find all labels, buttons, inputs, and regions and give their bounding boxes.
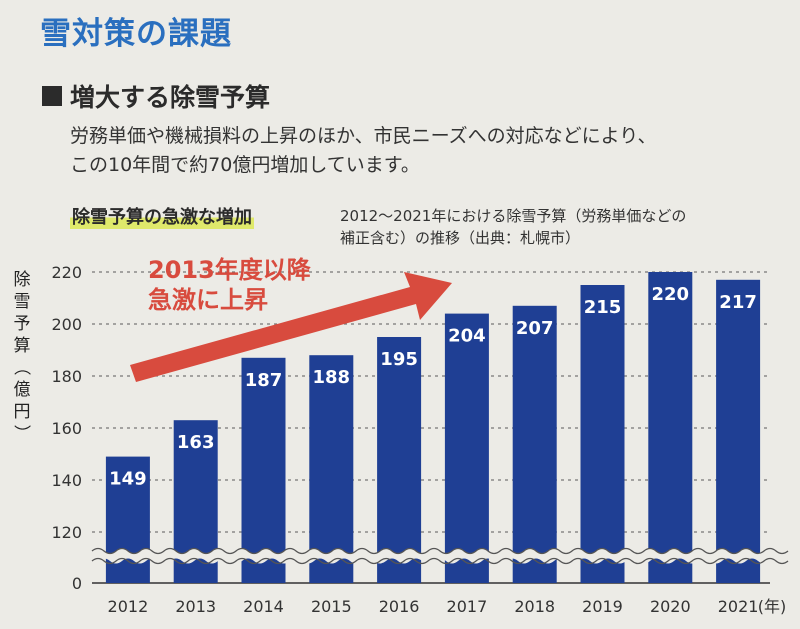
svg-text:除: 除: [14, 270, 31, 290]
x-unit-label: (年): [758, 597, 787, 616]
bar: [580, 285, 625, 583]
x-tick-label: 2017: [447, 597, 488, 616]
y-axis-label: 除雪予算 （ 億円 ）: [11, 270, 31, 442]
svg-text:算: 算: [14, 336, 31, 356]
bar: [377, 337, 422, 583]
svg-text:予: 予: [14, 314, 31, 334]
data-label: 149: [109, 469, 147, 490]
data-label: 215: [584, 297, 622, 318]
x-tick-label: 2012: [108, 597, 149, 616]
y-tick-label: 180: [51, 367, 82, 386]
trend-arrow-shape: [130, 272, 452, 382]
section-heading-text: 増大する除雪予算: [70, 83, 271, 112]
body-line-2: この10年間で約70億円増加しています。: [70, 154, 420, 176]
svg-text:）: ）: [11, 425, 31, 442]
chart-highlight-label: 除雪予算の急激な増加: [70, 203, 254, 229]
data-label: 187: [245, 370, 283, 391]
data-label: 220: [652, 284, 690, 305]
x-tick-label: 2020: [650, 597, 691, 616]
data-label: 207: [516, 318, 554, 339]
data-label: 163: [177, 432, 215, 453]
square-bullet-icon: [42, 86, 62, 106]
bar: [512, 305, 557, 583]
svg-text:雪: 雪: [14, 292, 31, 312]
bar: [241, 357, 286, 583]
chart-caption-line-2: 補正含む）の推移（出典：札幌市）: [340, 229, 581, 247]
y-tick-label: 140: [51, 471, 82, 490]
chart-caption-line-1: 2012〜2021年における除雪予算（労務単価などの: [340, 207, 687, 225]
svg-text:（: （: [11, 359, 31, 376]
y-tick-label: 200: [51, 315, 82, 334]
body-text: 労務単価や機械損料の上昇のほか、市民ニーズへの対応などにより、 この10年間で約…: [70, 122, 790, 180]
data-label: 195: [380, 349, 418, 370]
data-label: 217: [719, 292, 757, 313]
y-tick-label: 120: [51, 523, 82, 542]
page-title: 雪対策の課題: [40, 16, 232, 52]
x-tick-label: 2019: [582, 597, 623, 616]
bar: [309, 355, 354, 583]
annotation-text: 急激に上昇: [148, 286, 268, 314]
x-tick-label: 2014: [243, 597, 284, 616]
chart-caption: 2012〜2021年における除雪予算（労務単価などの 補正含む）の推移（出典：札…: [340, 205, 780, 249]
svg-text:億: 億: [14, 380, 31, 400]
bar: [444, 313, 489, 583]
x-tick-label: 2015: [311, 597, 352, 616]
axis-break-line: [91, 547, 789, 555]
svg-text:円: 円: [14, 402, 31, 422]
axis-break-line: [91, 557, 789, 565]
y-tick-label: 220: [51, 263, 82, 282]
annotation-text: 2013年度以降: [148, 256, 312, 284]
x-tick-label: 2013: [175, 597, 216, 616]
bar: [648, 272, 693, 583]
data-label: 188: [313, 367, 351, 388]
section-heading: 増大する除雪予算: [42, 78, 270, 114]
x-tick-label: 2021: [718, 597, 759, 616]
trend-arrow: [130, 272, 452, 382]
body-line-1: 労務単価や機械損料の上昇のほか、市民ニーズへの対応などにより、: [70, 125, 657, 147]
data-label: 204: [448, 326, 486, 347]
bar: [716, 279, 761, 583]
x-tick-label: 2018: [514, 597, 555, 616]
y-tick-label: 0: [72, 574, 82, 593]
y-tick-label: 160: [51, 419, 82, 438]
x-tick-label: 2016: [379, 597, 420, 616]
